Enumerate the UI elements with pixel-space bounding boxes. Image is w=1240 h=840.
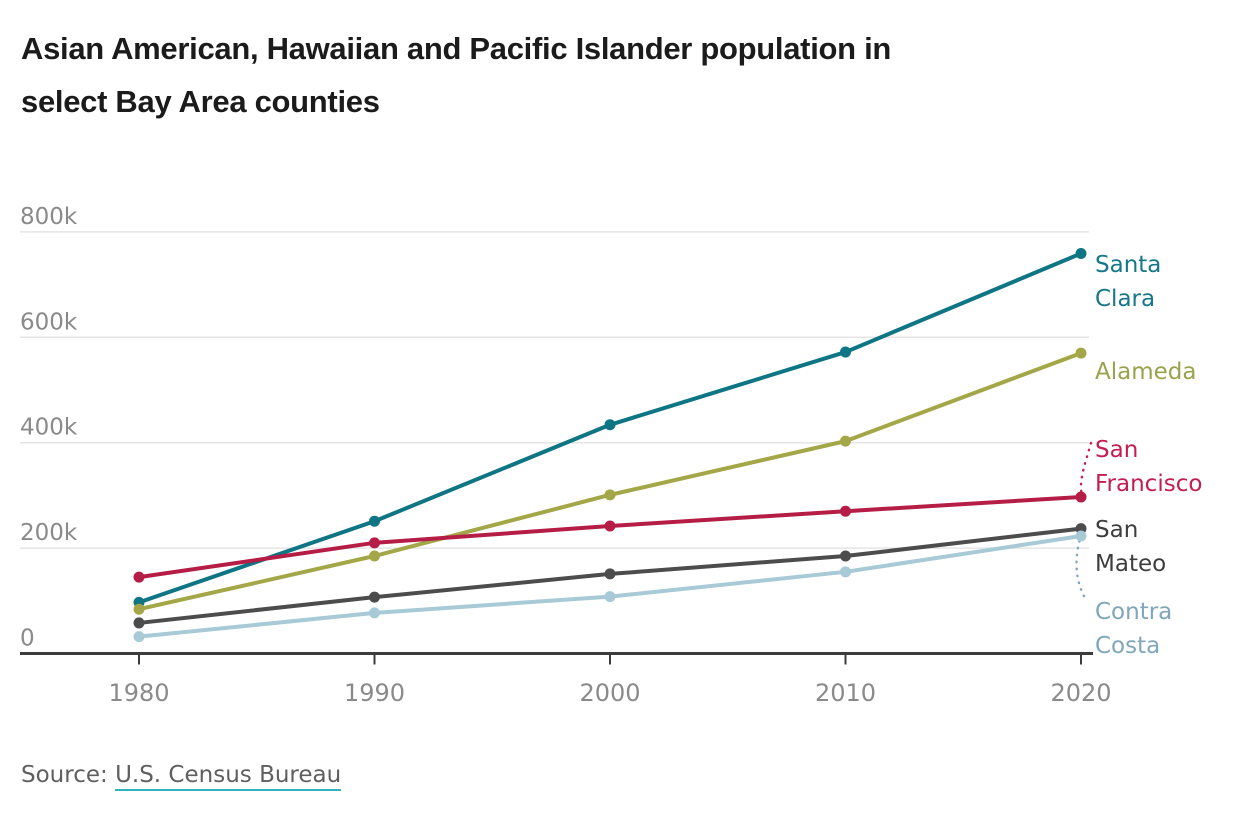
- point-alameda-1990: [369, 550, 380, 562]
- series-line-san-francisco: [137, 494, 1083, 580]
- point-alameda-1980: [133, 603, 145, 615]
- x-tick-label-2000: 2000: [579, 679, 640, 707]
- leader-line-san-francisco: [1079, 441, 1093, 495]
- source-prefix: Source:: [21, 762, 116, 788]
- point-alameda-2020: [1075, 347, 1087, 359]
- point-san-mateo-1980: [133, 617, 145, 629]
- chart-title-line2: select Bay Area counties: [21, 84, 380, 119]
- series-line-contra-costa: [137, 533, 1083, 639]
- x-tick-label-1980: 1980: [108, 679, 169, 707]
- chart-title-line1: Asian American, Hawaiian and Pacific Isl…: [21, 31, 892, 66]
- x-tick-label-1990: 1990: [344, 679, 405, 707]
- series-label-san-francisco: San Francisco: [1095, 437, 1203, 497]
- point-santa-clara-2000: [604, 419, 616, 431]
- point-san-mateo-2000: [604, 568, 616, 580]
- y-tick-label-600k: 600k: [20, 309, 78, 335]
- series-label-alameda: Alameda: [1095, 359, 1197, 385]
- point-santa-clara-2020: [1075, 248, 1087, 260]
- y-tick-label-200k: 200k: [20, 520, 78, 546]
- point-alameda-2010: [840, 435, 851, 447]
- point-contra-costa-1980: [133, 631, 145, 643]
- point-san-francisco-1990: [369, 537, 380, 549]
- point-santa-clara-2010: [840, 346, 851, 358]
- point-san-francisco-2010: [840, 505, 851, 517]
- point-san-mateo-2010: [840, 550, 851, 562]
- point-san-francisco-2000: [604, 520, 616, 532]
- point-alameda-2000: [604, 489, 616, 501]
- y-tick-label-400k: 400k: [20, 415, 78, 441]
- point-contra-costa-1990: [369, 607, 380, 619]
- y-tick-label-0: 0: [20, 626, 35, 652]
- series-label-san-mateo: San Mateo: [1095, 517, 1167, 577]
- source-link[interactable]: U.S. Census Bureau: [115, 762, 342, 791]
- series-label-santa-clara: Santa Clara: [1095, 252, 1162, 312]
- point-san-mateo-1990: [369, 591, 380, 603]
- source-line: Source: U.S. Census Bureau: [21, 762, 342, 791]
- point-contra-costa-2020: [1075, 530, 1087, 542]
- series-label-contra-costa: Contra Costa: [1095, 599, 1173, 659]
- y-tick-label-800k: 800k: [20, 204, 78, 230]
- point-san-francisco-1980: [133, 571, 145, 583]
- x-tick-label-2020: 2020: [1050, 679, 1111, 707]
- x-tick-label-2010: 2010: [815, 679, 876, 707]
- point-san-francisco-2020: [1075, 491, 1087, 503]
- point-santa-clara-1990: [369, 515, 380, 527]
- chart-title: Asian American, Hawaiian and Pacific Isl…: [21, 22, 1181, 128]
- point-contra-costa-2000: [604, 591, 616, 603]
- leader-line-contra-costa: [1075, 539, 1087, 601]
- point-contra-costa-2010: [840, 566, 851, 578]
